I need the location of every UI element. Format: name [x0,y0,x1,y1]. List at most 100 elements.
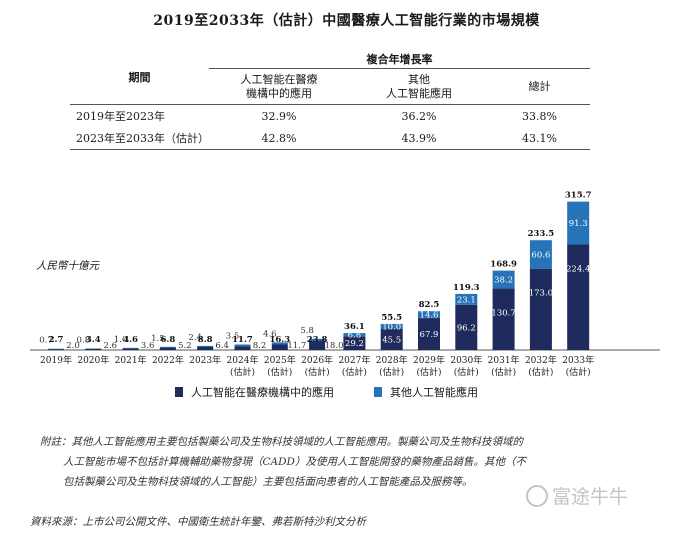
footnote-line: 附註：其他人工智能應用主要包括製藥公司及生物科技領域的人工智能應用。製藥公司及生… [40,436,523,448]
table-row: 2019年至2023年 32.9% 36.2% 33.8% [70,104,590,127]
data-label-ai-institutions: 6.4 [215,341,229,351]
x-tick-label: (估計) [267,366,292,378]
bar-segment-ai-institutions [309,341,326,350]
x-tick-label: (估計) [566,366,591,378]
data-label-total: 315.7 [565,191,592,201]
data-label-total: 233.5 [528,229,555,239]
data-label-ai-institutions: 173.0 [529,289,553,299]
cagr-table: 期間 複合年增長率 人工智能在醫療 機構中的應用 其他 人工智能應用 總計 20… [70,50,590,150]
data-label-total: 3.4 [86,335,101,345]
data-label-total: 11.7 [232,335,253,345]
data-label-ai-institutions: 8.2 [253,341,267,351]
x-tick-label: (估計) [342,366,367,378]
bar-segment-ai-institutions [122,348,139,350]
bar-segment-other-ai [567,201,590,245]
data-label-ai-institutions: 45.5 [382,335,401,345]
data-label-ai-institutions: 29.2 [345,339,364,349]
bar-segment-other-ai [343,333,366,337]
legend-label: 其他人工智能應用 [390,386,478,399]
legend: 人工智能在醫療機構中的應用 其他人工智能應用 [175,384,518,400]
data-label-total: 55.5 [381,313,402,323]
legend-swatch [175,387,183,397]
data-label-other-ai: 5.8 [300,326,314,336]
data-label-other-ai: 3.5 [226,332,240,342]
data-label-other-ai: 2.4 [188,333,202,343]
data-label-other-ai: 60.6 [531,250,550,260]
bar-segment-other-ai [309,338,326,342]
x-tick-label: 2031年 [488,354,520,366]
data-label-total: 36.1 [344,322,365,332]
col-header-other-ai: 其他 人工智能應用 [386,72,452,100]
row-value: 32.9% [209,104,349,127]
data-label-other-ai: 1.0 [114,335,128,345]
data-label-total: 23.8 [307,335,328,345]
data-label-other-ai: 23.1 [457,295,476,305]
bar-segment-ai-institutions [197,346,214,350]
x-tick-label: (估計) [528,366,553,378]
x-tick-label: 2020年 [77,354,109,366]
data-label-total: 8.8 [198,335,213,345]
footnote: 附註：其他人工智能應用主要包括製藥公司及生物科技領域的人工智能應用。製藥公司及生… [40,432,660,492]
data-label-ai-institutions: 3.6 [141,341,155,351]
data-label-total: 82.5 [419,300,440,310]
x-tick-label: 2021年 [115,354,147,366]
row-value: 36.2% [349,104,489,127]
data-label-ai-institutions: 18.0 [325,341,344,351]
bar-segment-ai-institutions [418,318,440,350]
watermark: 富途牛牛 [526,482,628,509]
table-row: 2023年至2033年（估計） 42.8% 43.9% 43.1% [70,127,590,150]
x-tick-label: 2027年 [338,354,370,366]
x-tick-label: 2022年 [152,354,184,366]
data-label-total: 6.8 [161,335,176,345]
footnote-line: 人工智能市場不包括計算機輔助藥物發現（CADD）及使用人工智能開發的藥物產品銷售… [63,456,526,468]
bar-segment-ai-institutions [492,288,515,350]
x-tick-label: (估計) [230,366,255,378]
chart-title: 2019至2033年（估計）中國醫療人工智能行業的市場規模 [153,13,540,29]
bar-segment-other-ai [159,346,176,348]
data-label-other-ai: 14.6 [420,311,439,321]
data-label-total: 2.7 [49,335,64,345]
bar-segment-ai-institutions [159,347,176,350]
data-label-total: 119.3 [453,283,480,293]
bar-segment-other-ai [197,345,214,347]
bar-segment-other-ai [418,311,440,319]
cagr-group-header: 複合年增長率 [209,50,590,69]
data-label-other-ai: 6.8 [348,331,362,341]
col-header-total: 總計 [528,79,551,93]
watermark-text: 富途牛牛 [552,486,629,508]
row-period: 2023年至2033年（估計） [70,127,209,150]
row-value: 42.8% [209,127,349,150]
x-tick-label: (估計) [454,366,479,378]
bar-segment-ai-institutions [48,349,64,350]
row-period: 2019年至2023年 [70,104,209,127]
data-label-ai-institutions: 224.4 [566,265,590,275]
legend-swatch [374,387,382,397]
watermark-logo-icon [526,484,548,507]
data-label-other-ai: 0.8 [77,335,91,345]
x-tick-label: 2029年 [413,354,445,366]
data-label-ai-institutions: 2.0 [66,341,80,351]
x-tick-label: 2026年 [301,354,333,366]
x-tick-label: 2032年 [525,354,557,366]
bar-segment-ai-institutions [234,346,251,350]
legend-item-ai-institutions: 人工智能在醫療機構中的應用 [175,384,334,400]
data-label-ai-institutions: 5.2 [178,341,192,351]
legend-label: 人工智能在醫療機構中的應用 [191,386,334,399]
bar-segment-other-ai [234,344,251,347]
data-label-other-ai: 1.5 [151,334,165,344]
legend-item-other-ai: 其他人工智能應用 [374,384,478,400]
x-tick-label: 2019年 [40,354,72,366]
period-header: 期間 [128,71,151,84]
bar-segment-ai-institutions [567,244,590,350]
data-label-ai-institutions: 11.7 [287,341,306,351]
x-tick-label: (估計) [379,366,404,378]
data-label-other-ai: 38.2 [494,276,513,286]
x-tick-label: (估計) [305,366,330,378]
bar-segment-ai-institutions [85,348,102,350]
data-label-total: 16.3 [269,335,290,345]
data-label-other-ai: 4.6 [263,329,277,339]
stacked-bar-chart: 0.72.02.72019年0.82.63.42020年1.03.64.6202… [30,191,660,378]
x-tick-label: 2024年 [227,354,259,366]
x-tick-label: (估計) [416,366,441,378]
data-label-total: 168.9 [490,260,517,270]
